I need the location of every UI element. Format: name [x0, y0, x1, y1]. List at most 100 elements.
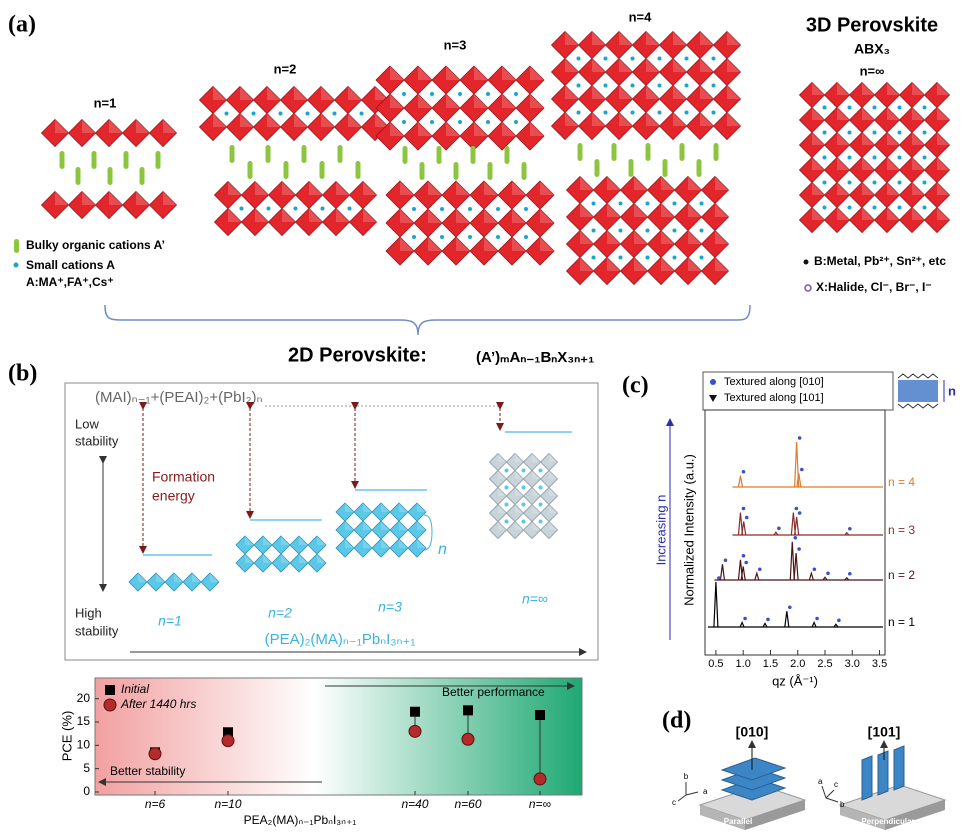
cation: [823, 181, 827, 185]
octahedron-face: [309, 209, 323, 223]
texture-marker: [798, 511, 802, 515]
texture-marker: [837, 619, 841, 623]
octahedron-face: [812, 158, 825, 171]
octahedron-face: [812, 83, 825, 96]
x-tick-label: 2.5: [817, 658, 832, 670]
organic-cation: [338, 145, 343, 163]
data-point: [149, 748, 161, 760]
axis-letter: b: [684, 772, 689, 781]
octahedron-face: [428, 209, 442, 223]
octahedron-face: [837, 158, 850, 171]
organic-cation: [320, 161, 325, 179]
octahedron-face: [282, 182, 296, 196]
cation: [306, 112, 310, 116]
octahedron-face: [887, 183, 900, 196]
cation: [458, 92, 462, 96]
organic-cation: [488, 162, 493, 180]
organic-cation: [595, 159, 600, 177]
legend-icon: [14, 239, 19, 253]
texture-marker: [724, 558, 728, 562]
x-tick-label: n=10: [214, 797, 241, 811]
bracket: [105, 305, 750, 335]
legend-text: Initial: [121, 682, 149, 696]
cation: [592, 256, 596, 260]
cation: [923, 156, 927, 160]
schematic-label: n: [948, 383, 956, 398]
octahedron-face: [82, 120, 96, 134]
cation: [823, 106, 827, 110]
organic-cation: [697, 159, 702, 177]
legend-marker: [710, 379, 716, 385]
phase-label: n=1: [158, 613, 182, 629]
cation: [873, 206, 877, 210]
cation: [898, 181, 902, 185]
octahedron-face: [912, 183, 925, 196]
octahedron-face: [282, 209, 296, 223]
cation: [524, 207, 528, 211]
caption: 2D Perovskite:: [288, 344, 427, 366]
organic-cation: [124, 151, 129, 169]
phase-label: n=∞: [522, 591, 548, 607]
cation: [496, 207, 500, 211]
texture-marker: [793, 536, 797, 540]
organic-cation: [266, 145, 271, 163]
direction-label: [010]: [736, 724, 769, 740]
texture-marker: [743, 617, 747, 621]
cation: [267, 207, 271, 211]
cation: [468, 235, 472, 239]
axis-letter: c: [672, 798, 676, 807]
octahedron-face: [484, 209, 498, 223]
organic-cation: [140, 167, 145, 185]
formation-energy: Formation: [152, 469, 215, 485]
cation: [898, 106, 902, 110]
cation: [539, 486, 543, 490]
peak: [738, 476, 742, 487]
formation-energy: energy: [152, 488, 195, 504]
cation: [522, 486, 526, 490]
legend-text: Bulky organic cations A’: [26, 238, 165, 252]
phase-label: n=2: [268, 605, 292, 621]
texture-marker: [744, 561, 748, 565]
cation: [514, 120, 518, 124]
cation: [430, 120, 434, 124]
octahedron-face: [428, 181, 442, 195]
x-tick-label: n=6: [145, 797, 166, 811]
octahedron-face: [937, 133, 950, 146]
x-tick-label: 2.0: [790, 658, 805, 670]
organic-cation: [454, 162, 459, 180]
x-tick-label: 3.5: [872, 658, 887, 670]
cation: [348, 207, 352, 211]
texture-marker: [798, 436, 802, 440]
cation: [539, 503, 543, 507]
annotation: Better performance: [442, 685, 545, 699]
data-point: [462, 733, 474, 745]
octahedron-face: [336, 182, 350, 196]
x-tick-label: 1.0: [736, 658, 751, 670]
bulk-title: 3D Perovskite: [806, 14, 938, 36]
octahedron-face: [912, 158, 925, 171]
texture-marker: [848, 527, 852, 531]
axis-letter: a: [703, 787, 708, 796]
octahedron-face: [937, 108, 950, 121]
octahedron-face: [484, 181, 498, 195]
y-tick-label: 0: [83, 784, 90, 798]
octahedron-face: [228, 182, 242, 196]
organic-cation: [663, 159, 668, 177]
cation: [539, 520, 543, 524]
cation: [631, 84, 635, 88]
bulk-formula: ABX₃: [854, 41, 890, 57]
texture-marker: [813, 567, 817, 571]
legend-text: Small cations A: [26, 258, 115, 272]
y-tick-label: 10: [77, 738, 91, 752]
cation: [685, 111, 689, 115]
cation: [712, 84, 716, 88]
cation: [294, 207, 298, 211]
octahedron-face: [862, 83, 875, 96]
cation: [505, 469, 509, 473]
octahedron-face: [887, 83, 900, 96]
organic-cation: [356, 161, 361, 179]
layer-n: n: [438, 541, 447, 558]
peak: [755, 573, 759, 580]
panel-box: [65, 383, 598, 660]
cation: [923, 206, 927, 210]
